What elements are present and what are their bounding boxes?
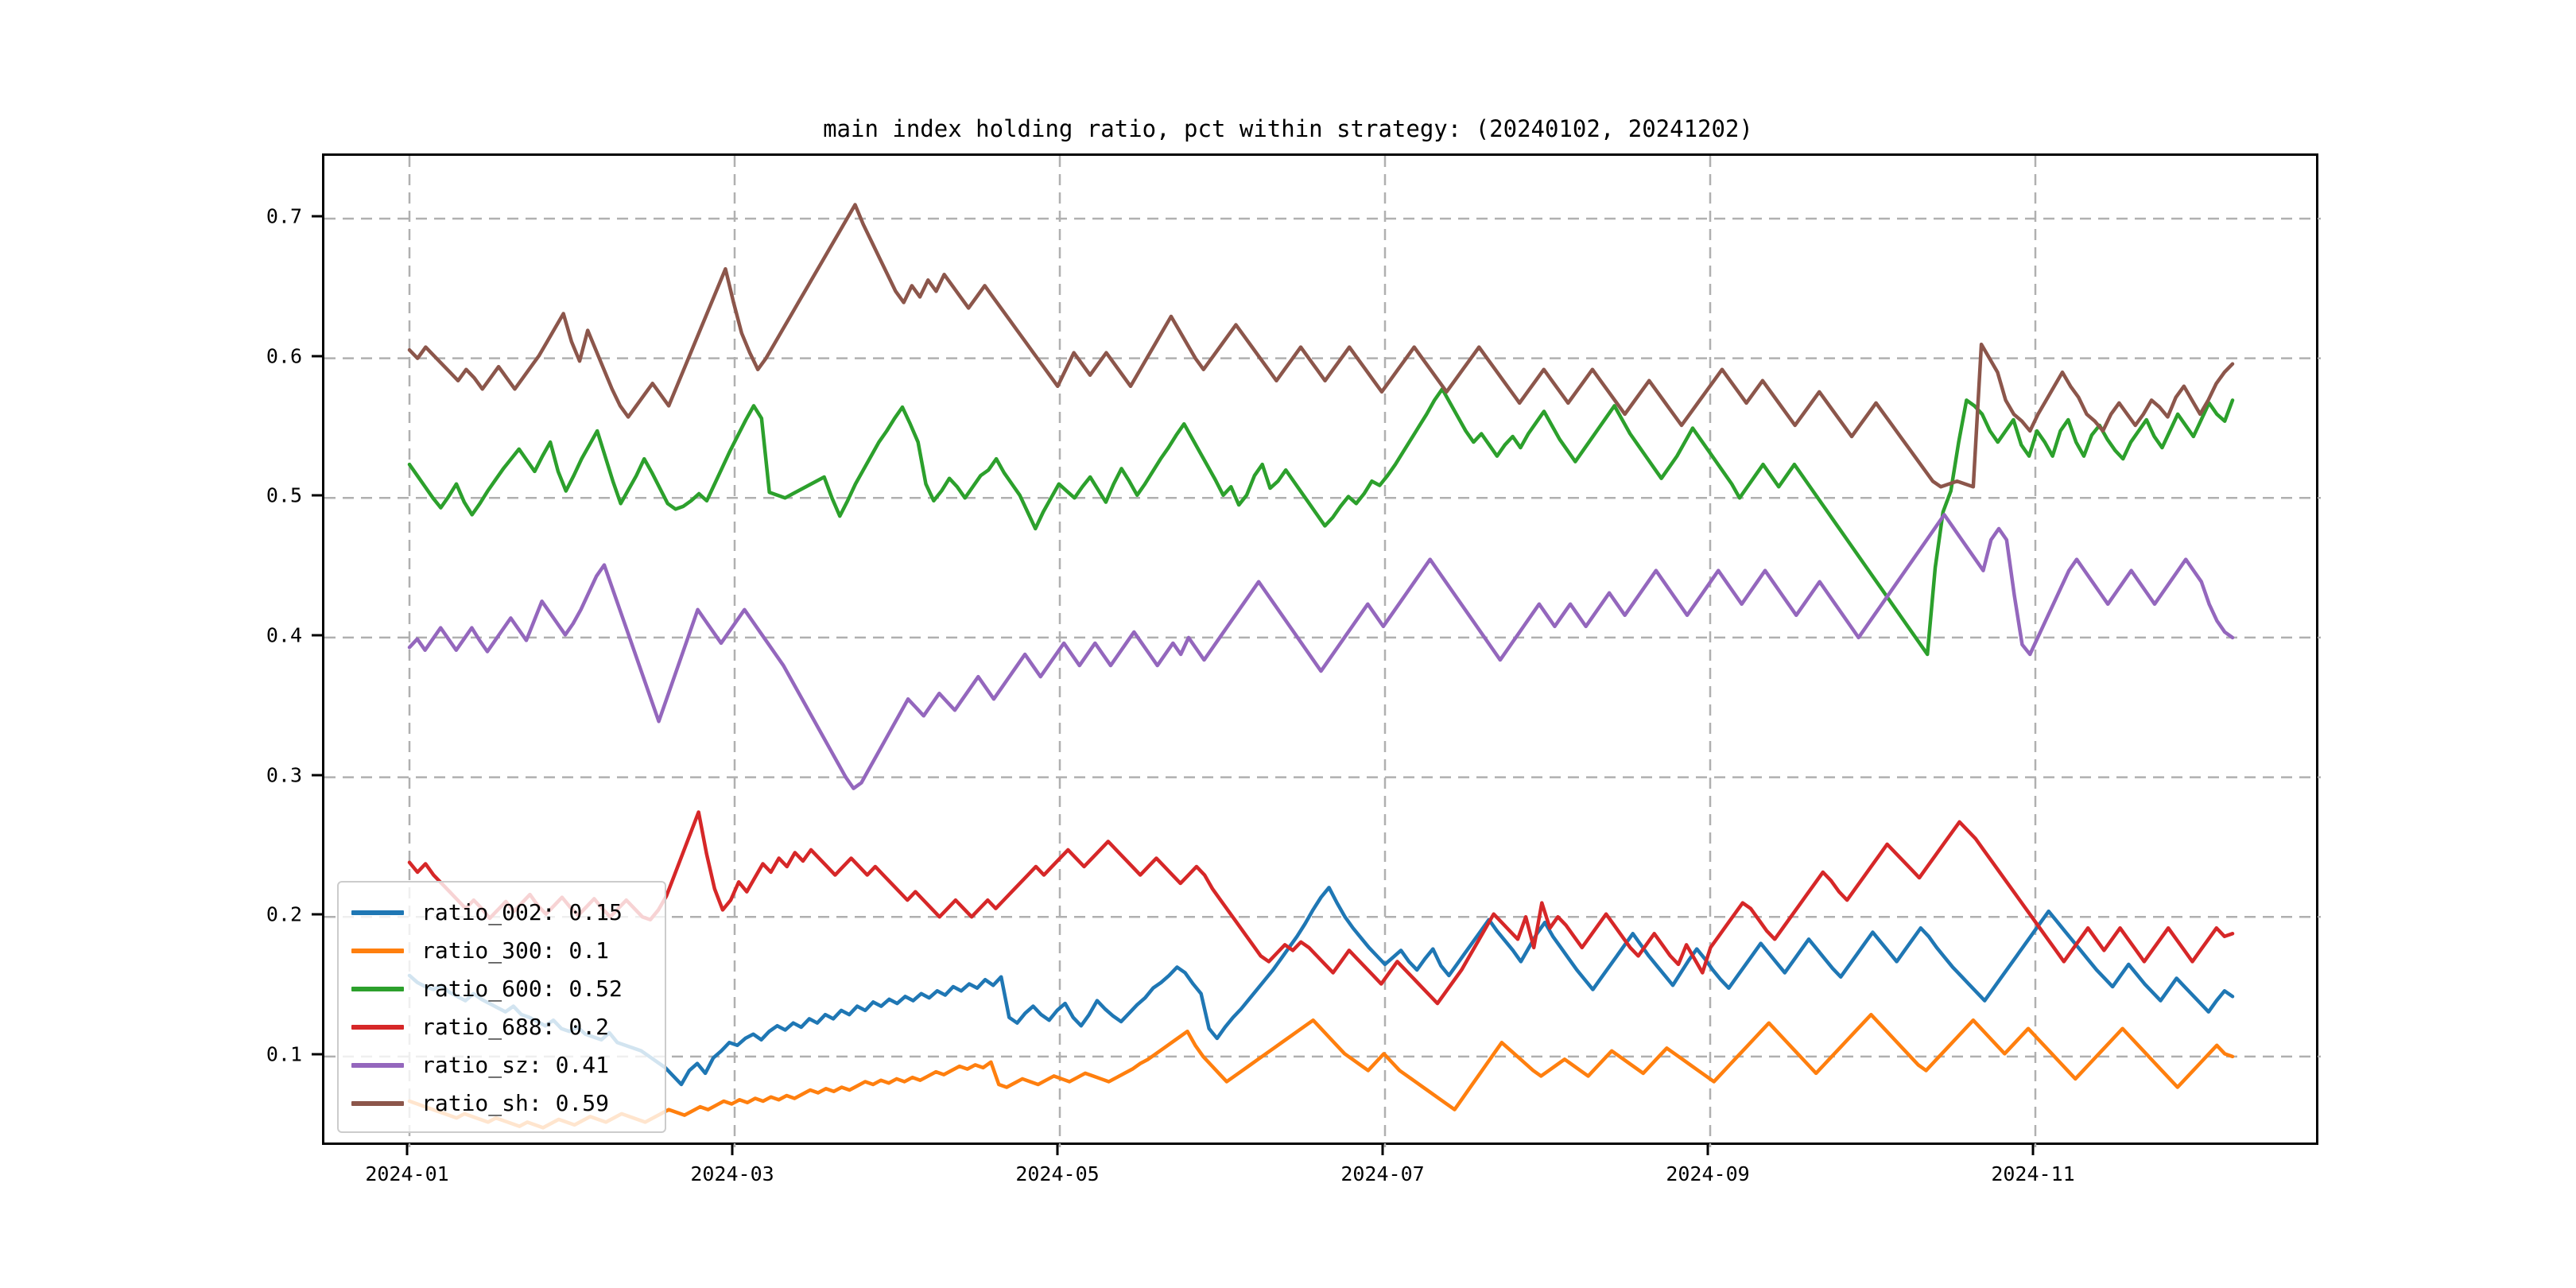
y-tick-label: 0.3 <box>266 763 302 787</box>
y-tick-label: 0.4 <box>266 623 302 647</box>
series-line-ratio_002 <box>407 886 2235 1087</box>
legend-color-swatch <box>351 910 404 915</box>
x-tick-label: 2024-03 <box>690 1162 774 1185</box>
legend-item-label: ratio_688: 0.2 <box>421 1014 610 1040</box>
y-tick-label: 0.7 <box>266 204 302 228</box>
x-tick-mark <box>731 1145 734 1155</box>
legend-item[interactable]: ratio_600: 0.52 <box>339 970 665 1008</box>
x-axis-tick-labels: 2024-01 2024-03 2024-05 2024-07 2024-09 2024-… <box>322 1162 2318 1194</box>
legend-color-swatch <box>351 1101 404 1106</box>
legend-color-swatch <box>351 949 404 953</box>
y-tick-mark <box>312 494 322 497</box>
x-tick-label: 2024-07 <box>1340 1162 1425 1185</box>
x-tick-mark <box>1056 1145 1059 1155</box>
series-line-ratio_sz <box>407 513 2235 790</box>
legend-item[interactable]: ratio_688: 0.2 <box>339 1008 665 1046</box>
series-line-ratio_sh <box>407 203 2235 489</box>
y-tick-label: 0.6 <box>266 344 302 368</box>
legend-color-swatch <box>351 987 404 991</box>
x-tick-label: 2024-09 <box>1666 1162 1750 1185</box>
legend-item-label: ratio_300: 0.1 <box>421 937 610 964</box>
series-canvas <box>324 156 2321 1147</box>
legend-item[interactable]: ratio_002: 0.15 <box>339 894 665 932</box>
chart-legend[interactable]: ratio_002: 0.15 ratio_300: 0.1 ratio_600: … <box>337 881 666 1133</box>
legend-color-swatch <box>351 1025 404 1030</box>
y-tick-mark <box>312 355 322 358</box>
plot-area <box>322 153 2321 1147</box>
x-axis-tick-marks <box>322 1145 2318 1158</box>
y-tick-label: 0.2 <box>266 902 302 926</box>
series-line-ratio_600 <box>407 387 2235 657</box>
legend-color-swatch <box>351 1063 404 1068</box>
x-tick-mark <box>405 1145 409 1155</box>
x-tick-mark <box>1706 1145 1709 1155</box>
legend-item-label: ratio_600: 0.52 <box>421 976 623 1002</box>
y-tick-mark <box>312 634 322 637</box>
legend-item[interactable]: ratio_300: 0.1 <box>339 932 665 970</box>
y-tick-mark <box>312 215 322 218</box>
legend-item-label: ratio_sh: 0.59 <box>421 1090 610 1116</box>
y-tick-label: 0.5 <box>266 483 302 507</box>
page-title: main index holding ratio, pct within str… <box>823 115 1753 142</box>
y-tick-label: 0.1 <box>266 1042 302 1066</box>
x-tick-label: 2024-11 <box>1991 1162 2075 1185</box>
legend-item-label: ratio_sz: 0.41 <box>421 1052 610 1078</box>
x-tick-mark <box>1381 1145 1384 1155</box>
x-tick-mark <box>2031 1145 2035 1155</box>
y-axis-tick-marks <box>0 153 322 1145</box>
y-tick-mark <box>312 1053 322 1056</box>
legend-item[interactable]: ratio_sz: 0.41 <box>339 1046 665 1084</box>
y-tick-mark <box>312 774 322 777</box>
x-tick-label: 2024-05 <box>1015 1162 1100 1185</box>
y-axis-tick-labels: 0.1 0.2 0.3 0.4 0.5 0.6 0.7 <box>183 153 302 1145</box>
series-line-ratio_300 <box>407 1012 2235 1130</box>
x-tick-label: 2024-01 <box>365 1162 449 1185</box>
legend-item-label: ratio_002: 0.15 <box>421 899 623 925</box>
legend-item[interactable]: ratio_sh: 0.59 <box>339 1084 665 1123</box>
y-tick-mark <box>312 913 322 916</box>
series-line-ratio_688 <box>407 810 2235 1006</box>
